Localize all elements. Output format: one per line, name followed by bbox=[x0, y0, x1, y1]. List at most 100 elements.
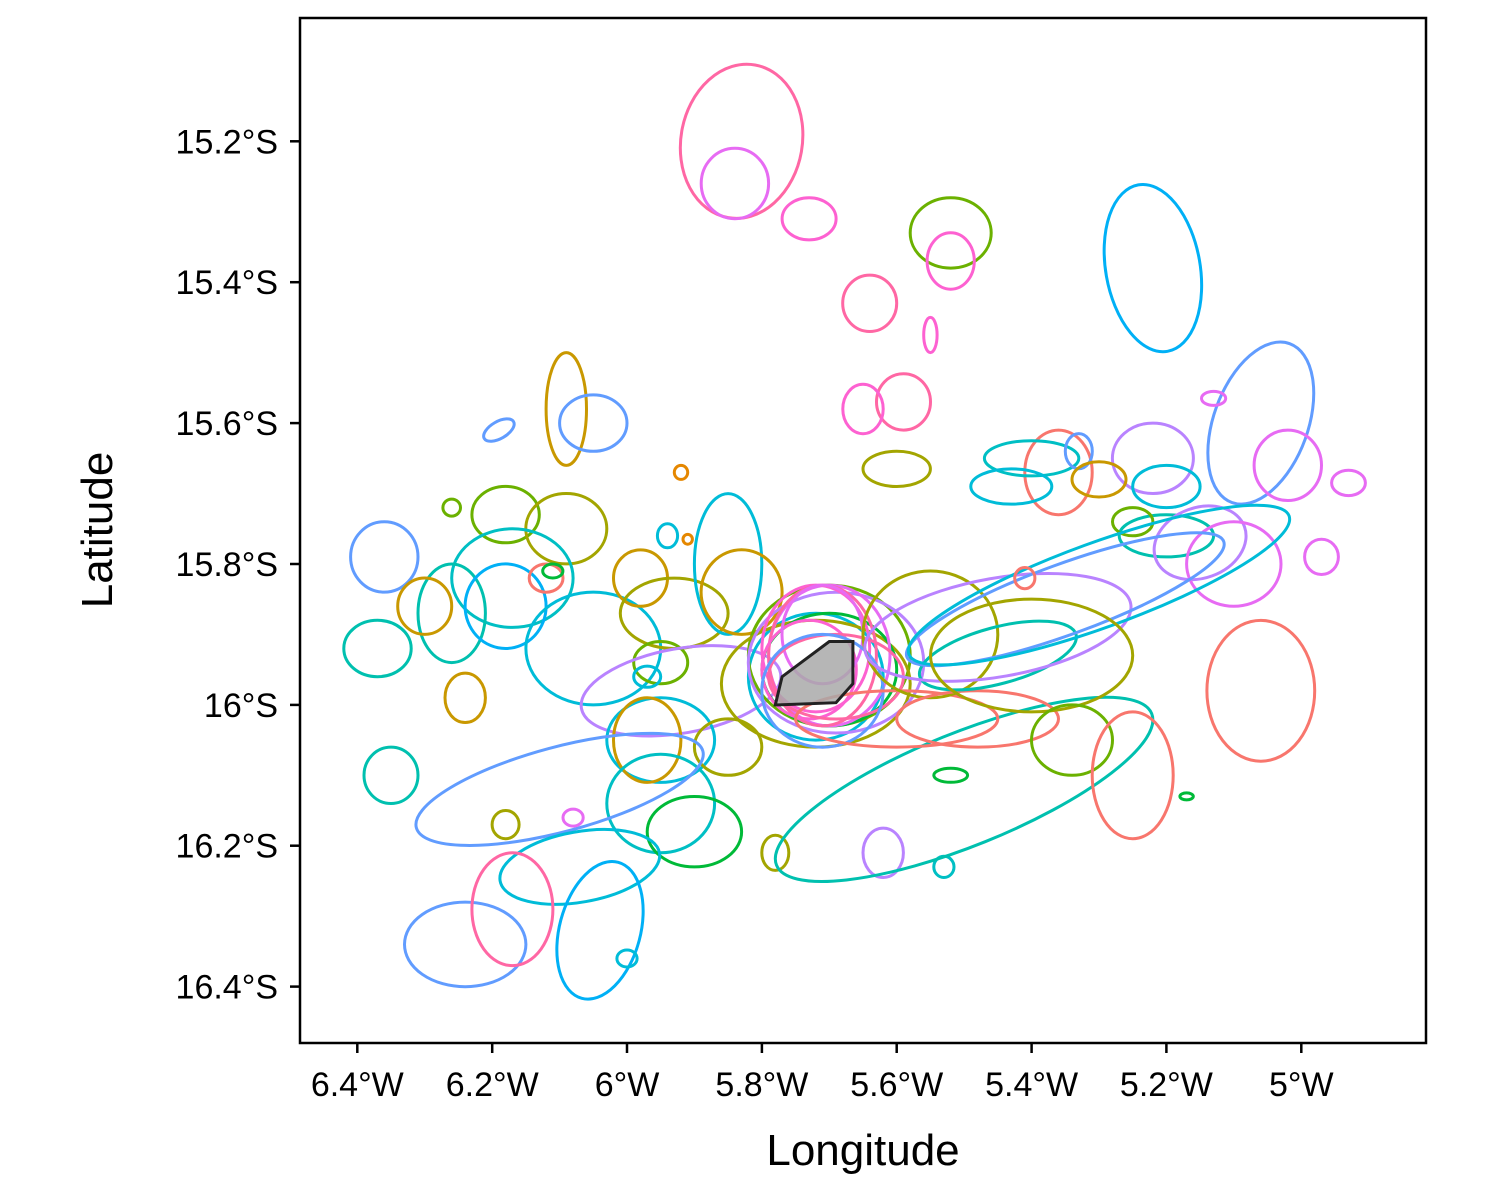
contour-8 bbox=[1206, 340, 1316, 506]
contour-65 bbox=[403, 900, 528, 989]
contour-15 bbox=[841, 382, 885, 436]
y-tick-label-5: 16.2°S bbox=[176, 828, 278, 866]
contour-21 bbox=[1110, 421, 1195, 495]
contour-4 bbox=[925, 231, 976, 291]
contour-52 bbox=[579, 644, 783, 738]
y-axis: 15.2°S 15.4°S 15.6°S 15.8°S 16°S 16.2°S 16.4°S bbox=[176, 123, 300, 1007]
x-tick-label-7: 5°W bbox=[1269, 1066, 1334, 1104]
x-tick-label-3: 5.8°W bbox=[715, 1066, 808, 1104]
contour-40 bbox=[541, 562, 565, 580]
central-polygon-layer bbox=[773, 640, 855, 707]
contour-17 bbox=[1023, 428, 1094, 517]
panel-border bbox=[298, 16, 1428, 1045]
contour-51 bbox=[632, 640, 690, 686]
x-axis-title: Longitude bbox=[766, 1126, 959, 1175]
contour-55 bbox=[612, 696, 683, 784]
contour-30 bbox=[672, 463, 690, 481]
contour-12 bbox=[558, 393, 629, 453]
y-axis-title: Latitude bbox=[73, 452, 122, 609]
contour-43 bbox=[342, 618, 413, 679]
contour-2 bbox=[780, 196, 838, 242]
contour-34 bbox=[470, 484, 541, 545]
contour-39 bbox=[527, 562, 565, 594]
contour-90 bbox=[929, 597, 1135, 714]
contour-89 bbox=[906, 503, 1292, 667]
contour-63 bbox=[555, 859, 645, 1001]
contour-11 bbox=[544, 351, 588, 467]
y-tick-label-4: 16°S bbox=[204, 687, 278, 725]
contour-84 bbox=[861, 569, 1000, 700]
contour-70 bbox=[773, 695, 1155, 883]
contour-16 bbox=[861, 449, 932, 488]
x-tick-label-1: 6.2°W bbox=[446, 1066, 539, 1104]
contour-23 bbox=[1070, 460, 1128, 499]
contour-60 bbox=[490, 809, 521, 841]
contour-41 bbox=[441, 497, 463, 518]
central-polygon bbox=[773, 640, 855, 707]
contour-3 bbox=[908, 196, 993, 270]
contour-9 bbox=[1200, 389, 1228, 407]
y-tick-label-3: 15.8°S bbox=[176, 546, 278, 584]
contour-26 bbox=[1152, 504, 1248, 582]
contour-20 bbox=[1252, 428, 1324, 502]
contour-93 bbox=[1090, 710, 1175, 841]
contour-64 bbox=[615, 948, 639, 969]
contour-5 bbox=[1102, 182, 1204, 354]
y-tick-label-2: 15.6°S bbox=[176, 405, 278, 443]
contour-59 bbox=[414, 731, 705, 847]
contour-95 bbox=[1178, 791, 1195, 802]
contour-68 bbox=[861, 826, 905, 879]
contour-87 bbox=[863, 571, 1133, 683]
contour-27 bbox=[1185, 520, 1283, 608]
y-tick-label-1: 15.4°S bbox=[176, 264, 278, 302]
x-tick-label-5: 5.4°W bbox=[985, 1066, 1078, 1104]
contour-36 bbox=[450, 527, 575, 629]
contour-94 bbox=[1205, 618, 1317, 763]
contour-45 bbox=[443, 671, 487, 724]
contour-56 bbox=[692, 717, 764, 777]
contour-91 bbox=[1013, 566, 1037, 591]
contour-66 bbox=[470, 851, 555, 968]
contour-28 bbox=[1303, 537, 1340, 577]
y-tick-label-6: 16.4°S bbox=[176, 969, 278, 1007]
x-tick-label-2: 6°W bbox=[595, 1066, 660, 1104]
contour-19 bbox=[969, 467, 1054, 506]
contour-67 bbox=[760, 833, 791, 872]
contour-96 bbox=[932, 766, 970, 784]
contour-7 bbox=[922, 315, 939, 355]
contour-37 bbox=[416, 562, 487, 665]
x-tick-label-6: 5.2°W bbox=[1120, 1066, 1213, 1104]
contour-53 bbox=[632, 664, 663, 689]
contour-61 bbox=[561, 807, 585, 828]
contour-1 bbox=[699, 146, 771, 221]
contour-58 bbox=[645, 795, 744, 869]
contour-46 bbox=[362, 745, 420, 805]
contour-88 bbox=[904, 531, 1226, 668]
contour-85 bbox=[895, 689, 1060, 749]
contour-42 bbox=[396, 576, 454, 636]
contour-92 bbox=[1030, 703, 1114, 777]
contour-50 bbox=[699, 548, 784, 636]
contour-32 bbox=[655, 522, 680, 550]
x-tick-label-4: 5.6°W bbox=[850, 1066, 943, 1104]
x-tick-label-0: 6.4°W bbox=[311, 1066, 404, 1104]
contour-10 bbox=[1330, 468, 1367, 498]
contour-14 bbox=[875, 372, 932, 432]
contour-38 bbox=[463, 562, 548, 651]
contour-layer bbox=[342, 62, 1367, 1001]
contour-49 bbox=[692, 492, 764, 636]
y-tick-label-0: 15.2°S bbox=[176, 123, 278, 161]
contour-18 bbox=[982, 439, 1081, 478]
contour-6 bbox=[841, 273, 899, 333]
contour-31 bbox=[681, 532, 694, 546]
contour-79 bbox=[760, 618, 858, 721]
contour-86 bbox=[917, 619, 1078, 692]
contour-13 bbox=[482, 417, 516, 443]
contour-54 bbox=[605, 696, 717, 784]
contour-62 bbox=[498, 827, 662, 906]
contour-33 bbox=[349, 520, 420, 594]
x-axis: 6.4°W 6.2°W 6°W 5.8°W 5.6°W 5.4°W 5.2°W 5°W bbox=[311, 1043, 1334, 1104]
contour-24 bbox=[1131, 463, 1202, 510]
